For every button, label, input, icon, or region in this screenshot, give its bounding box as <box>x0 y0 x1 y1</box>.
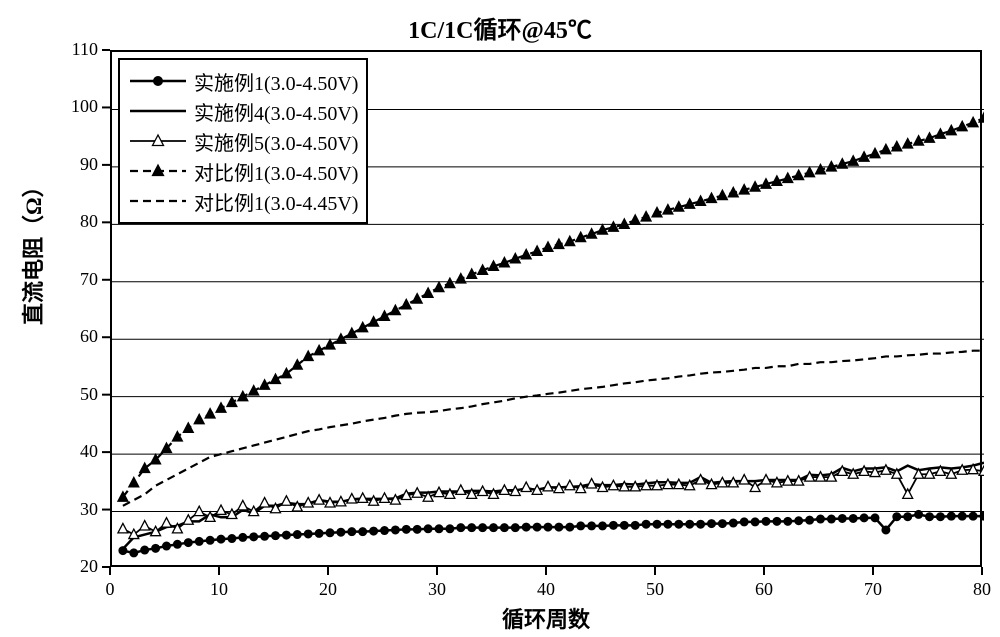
x-tick-label: 30 <box>417 579 457 600</box>
y-tick-label: 50 <box>48 384 98 405</box>
y-tick-label: 70 <box>48 269 98 290</box>
legend-item: 实施例5(3.0-4.50V) <box>128 126 358 156</box>
legend-item: 对比例1(3.0-4.50V) <box>128 156 358 186</box>
y-tick-label: 100 <box>48 96 98 117</box>
legend-item: 实施例4(3.0-4.50V) <box>128 96 358 126</box>
x-tick-label: 70 <box>853 579 893 600</box>
legend-item: 对比例1(3.0-4.45V) <box>128 186 358 216</box>
legend-item: 实施例1(3.0-4.50V) <box>128 66 358 96</box>
x-tick-label: 0 <box>90 579 130 600</box>
legend-label: 实施例5(3.0-4.50V) <box>194 127 358 156</box>
y-tick-label: 30 <box>48 499 98 520</box>
legend-label: 实施例4(3.0-4.50V) <box>194 97 358 126</box>
y-tick-label: 40 <box>48 441 98 462</box>
x-tick-label: 10 <box>199 579 239 600</box>
legend-swatch <box>128 129 188 153</box>
x-tick-label: 60 <box>744 579 784 600</box>
x-tick-label: 20 <box>308 579 348 600</box>
legend-label: 实施例1(3.0-4.50V) <box>194 67 358 96</box>
x-tick-label: 40 <box>526 579 566 600</box>
y-tick-label: 60 <box>48 326 98 347</box>
legend-swatch <box>128 99 188 123</box>
legend-swatch <box>128 69 188 93</box>
y-tick-label: 80 <box>48 211 98 232</box>
y-tick-label: 20 <box>48 556 98 577</box>
legend-swatch <box>128 189 188 213</box>
legend: 实施例1(3.0-4.50V)实施例4(3.0-4.50V)实施例5(3.0-4… <box>118 58 368 224</box>
y-tick-label: 90 <box>48 154 98 175</box>
legend-swatch <box>128 159 188 183</box>
chart-container: 1C/1C循环@45℃ 直流电阻（Ω） 循环周数 203040506070809… <box>0 0 1000 637</box>
y-tick-label: 110 <box>48 39 98 60</box>
legend-label: 对比例1(3.0-4.50V) <box>194 157 358 186</box>
x-tick-label: 50 <box>635 579 675 600</box>
x-tick-label: 80 <box>962 579 1000 600</box>
legend-label: 对比例1(3.0-4.45V) <box>194 187 358 216</box>
